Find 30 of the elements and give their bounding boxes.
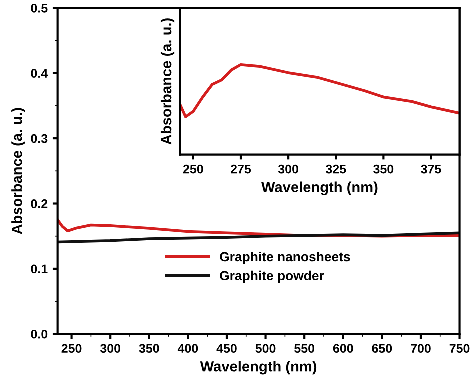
y-axis-title: Absorbance (a. u.) bbox=[160, 18, 175, 145]
legend-label: Graphite powder bbox=[220, 270, 324, 284]
y-tick-label: 0.0 bbox=[31, 330, 48, 339]
x-tick-label: 350 bbox=[139, 344, 160, 354]
x-tick-label: 700 bbox=[411, 344, 431, 354]
x-tick-label: 750 bbox=[450, 344, 470, 354]
x-tick-label: 275 bbox=[231, 164, 252, 174]
x-tick-label: 400 bbox=[178, 344, 198, 354]
y-tick-label: 0.5 bbox=[31, 4, 48, 13]
x-tick-label: 550 bbox=[294, 344, 315, 354]
y-tick-label: 0.1 bbox=[31, 264, 48, 274]
x-tick-label: 250 bbox=[62, 344, 82, 354]
x-tick-label: 250 bbox=[183, 164, 204, 174]
x-tick-label: 600 bbox=[333, 344, 354, 354]
x-axis-title: Wavelength (nm) bbox=[200, 361, 317, 375]
x-tick-label: 325 bbox=[326, 164, 346, 174]
x-tick-label: 350 bbox=[374, 164, 394, 174]
x-tick-label: 500 bbox=[256, 344, 276, 354]
x-tick-label: 375 bbox=[421, 164, 442, 174]
y-axis-title: Absorbance (a. u.) bbox=[12, 108, 26, 234]
x-tick-label: 650 bbox=[372, 344, 392, 354]
x-tick-label: 450 bbox=[216, 344, 237, 354]
y-tick-label: 0.3 bbox=[31, 134, 48, 144]
y-tick-label: 0.2 bbox=[31, 200, 48, 208]
x-tick-label: 300 bbox=[278, 164, 298, 174]
legend-label: Graphite nanosheets bbox=[220, 252, 350, 264]
y-tick-label: 0.4 bbox=[31, 69, 48, 78]
line-series bbox=[58, 232, 460, 244]
x-axis-title: Wavelength (nm) bbox=[262, 182, 378, 196]
x-tick-label: 300 bbox=[100, 344, 121, 354]
